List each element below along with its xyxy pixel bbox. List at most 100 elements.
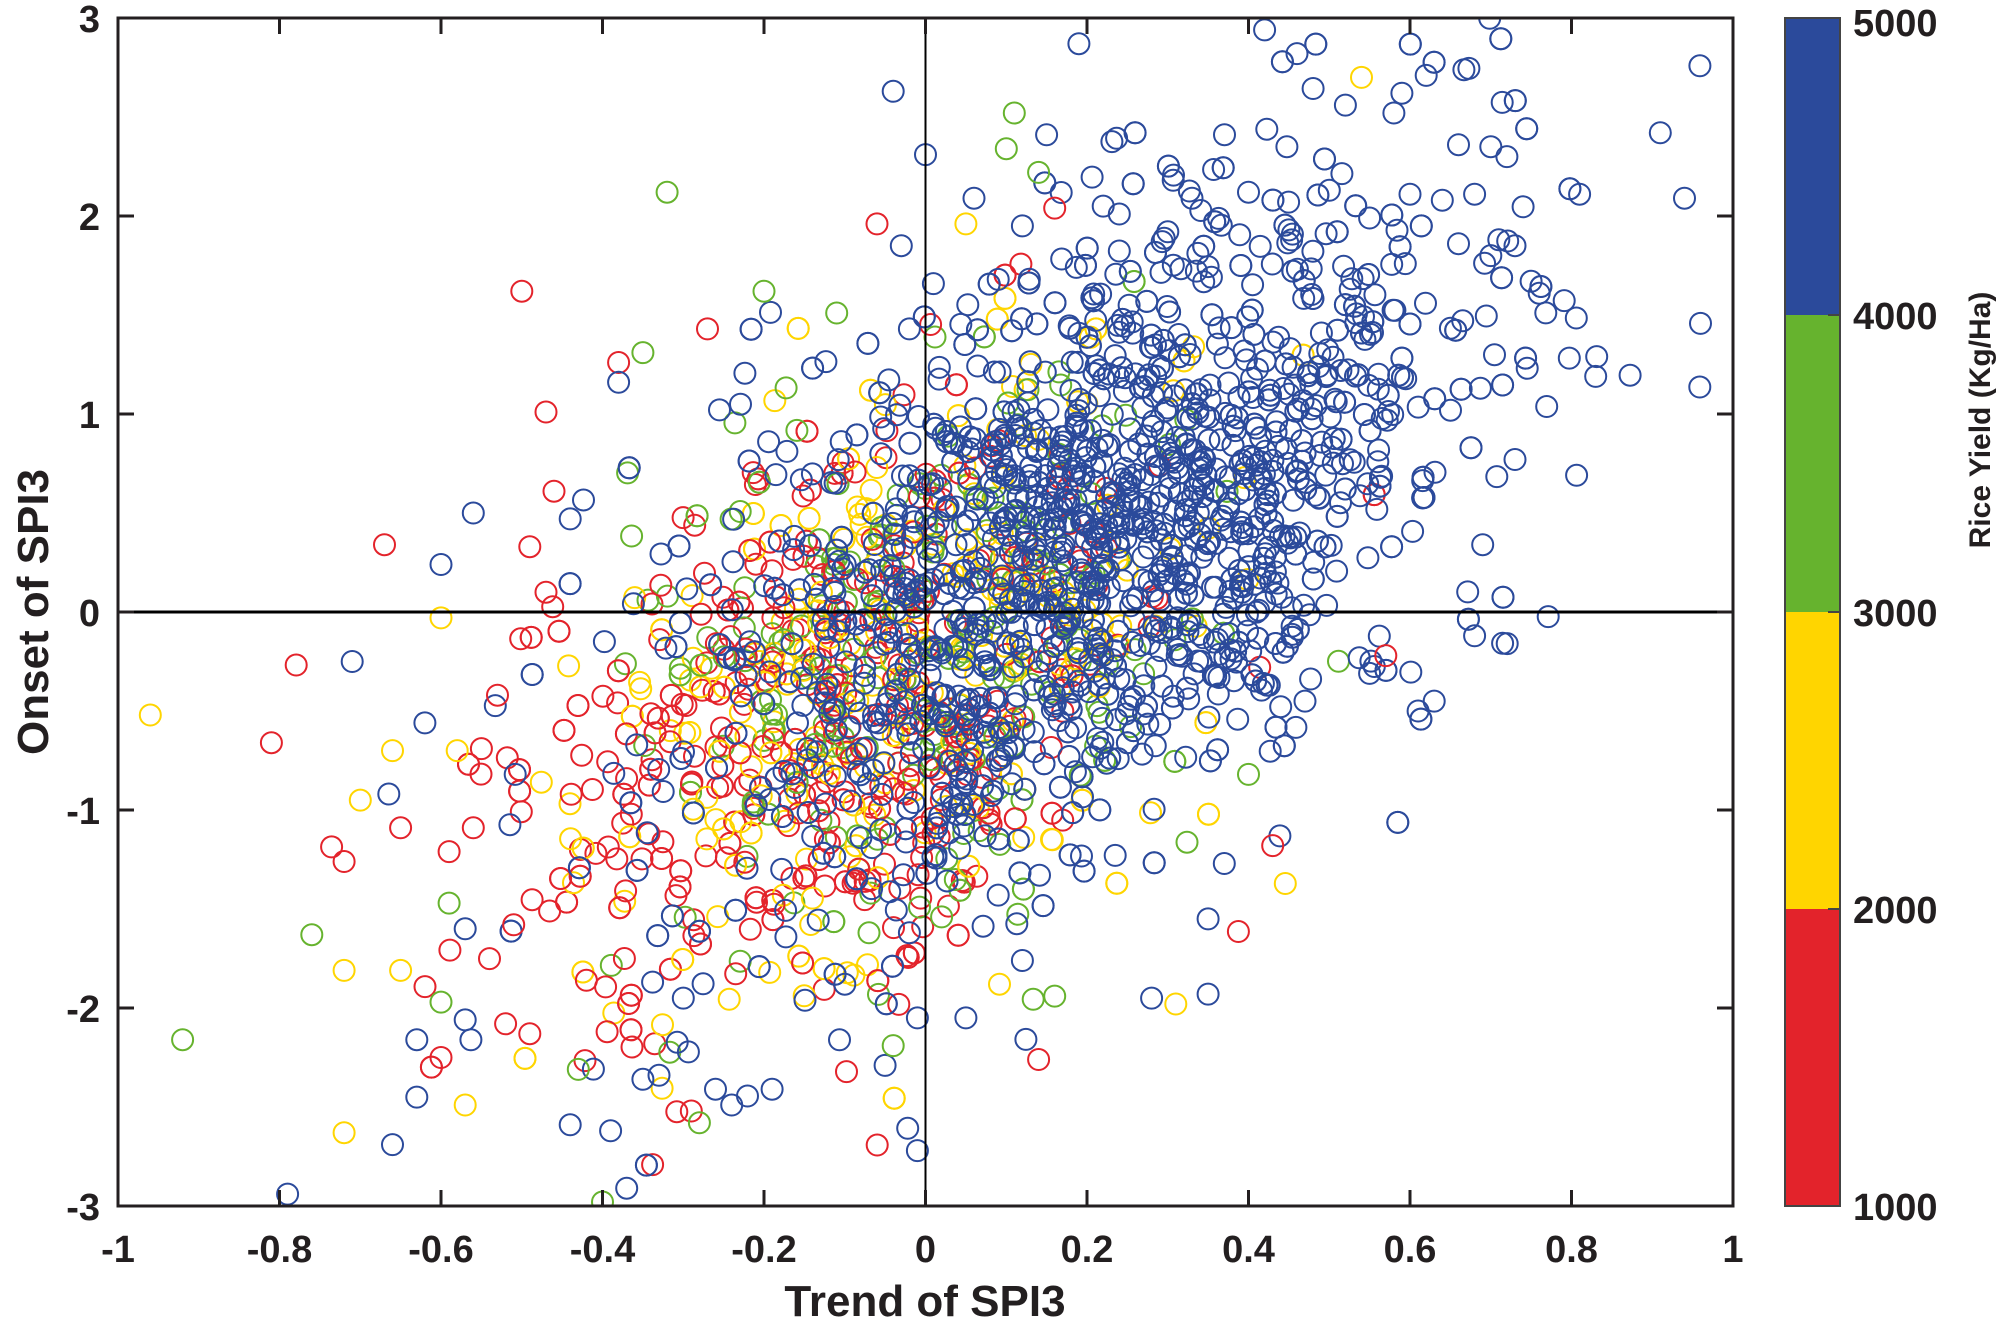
y-tick-label: -3 xyxy=(66,1187,100,1229)
data-point xyxy=(469,762,493,786)
data-point xyxy=(877,685,901,708)
data-point xyxy=(1119,594,1143,618)
data-point-sampled xyxy=(1043,984,1067,1008)
data-point xyxy=(1398,312,1422,336)
data-point xyxy=(758,530,782,554)
data-point xyxy=(1414,291,1437,315)
data-point xyxy=(669,747,693,770)
data-point xyxy=(1367,438,1391,462)
data-point-sampled xyxy=(607,370,631,394)
data-point xyxy=(827,549,851,573)
data-point xyxy=(1342,450,1366,474)
data-point xyxy=(901,526,925,549)
data-point xyxy=(950,869,974,892)
data-point xyxy=(818,676,842,700)
data-point xyxy=(689,602,713,626)
data-point xyxy=(814,617,838,641)
data-point-sampled xyxy=(873,1053,897,1077)
data-point xyxy=(744,793,768,817)
data-point-sampled xyxy=(1180,186,1204,210)
x-tick-label: 0.4 xyxy=(1222,1229,1275,1271)
data-point xyxy=(1089,282,1113,306)
data-point xyxy=(1174,745,1198,769)
data-point xyxy=(887,992,911,1016)
data-point xyxy=(734,664,758,688)
data-point xyxy=(596,750,620,774)
data-point xyxy=(1564,306,1588,330)
data-point xyxy=(1077,574,1101,598)
data-point xyxy=(1123,463,1147,487)
data-point xyxy=(1064,255,1088,279)
data-point xyxy=(1136,712,1160,736)
data-point xyxy=(1105,515,1129,539)
data-point xyxy=(1104,262,1128,286)
data-point xyxy=(771,583,795,607)
data-point xyxy=(962,793,986,816)
data-point xyxy=(669,859,693,883)
data-point xyxy=(1131,568,1155,592)
data-point xyxy=(874,703,897,727)
data-point xyxy=(812,957,836,981)
data-point-sampled xyxy=(332,958,356,982)
data-point xyxy=(1330,162,1354,186)
data-point xyxy=(673,905,697,929)
data-point xyxy=(1204,575,1228,599)
data-point xyxy=(1261,460,1285,483)
data-point xyxy=(801,356,825,380)
data-point xyxy=(705,756,728,780)
data-point xyxy=(1269,695,1293,719)
data-point-sampled xyxy=(405,1085,429,1109)
data-point-sampled xyxy=(332,1121,356,1145)
data-point xyxy=(651,780,675,803)
data-point xyxy=(1050,495,1074,519)
data-point xyxy=(1279,419,1303,442)
data-point xyxy=(1083,455,1107,479)
data-point xyxy=(1181,583,1205,607)
data-point xyxy=(1357,263,1381,286)
data-point xyxy=(1040,827,1063,851)
data-point xyxy=(1036,398,1060,422)
data-point xyxy=(809,580,833,604)
data-point-sampled xyxy=(1261,834,1285,858)
data-point xyxy=(1219,316,1243,340)
data-point xyxy=(764,463,788,487)
data-point xyxy=(1245,416,1268,440)
data-point xyxy=(1202,158,1226,181)
data-point xyxy=(712,817,736,841)
data-point-sampled xyxy=(348,788,372,812)
data-point xyxy=(826,448,850,472)
data-point xyxy=(617,992,641,1015)
data-point xyxy=(1325,559,1349,583)
data-point xyxy=(1173,504,1197,528)
data-point-sampled xyxy=(881,1034,905,1058)
data-point xyxy=(1218,466,1242,490)
data-point xyxy=(915,537,939,561)
data-point xyxy=(1483,343,1506,367)
data-point xyxy=(1276,231,1300,255)
data-point xyxy=(1140,336,1164,359)
data-point xyxy=(738,539,762,562)
data-point xyxy=(861,501,885,525)
data-point xyxy=(958,697,982,721)
colorbar-segment-2000-3000 xyxy=(1785,612,1840,909)
data-point xyxy=(1061,801,1085,825)
data-point xyxy=(1565,463,1589,487)
data-point xyxy=(689,653,713,677)
data-point xyxy=(938,749,962,773)
data-point xyxy=(980,433,1004,457)
data-point-sampled xyxy=(1398,182,1422,206)
data-point-sampled xyxy=(1414,63,1438,87)
data-point xyxy=(1314,463,1338,487)
data-point xyxy=(814,350,838,374)
data-point-sampled xyxy=(558,507,582,531)
data-point xyxy=(1129,376,1153,400)
data-point xyxy=(1021,547,1045,571)
data-point xyxy=(758,960,782,984)
data-point xyxy=(981,527,1005,551)
data-point xyxy=(915,514,939,538)
data-point-sampled xyxy=(930,905,954,929)
data-point xyxy=(1275,634,1299,658)
data-point xyxy=(608,896,632,920)
data-point-sampled xyxy=(825,301,849,325)
data-point xyxy=(894,713,918,737)
